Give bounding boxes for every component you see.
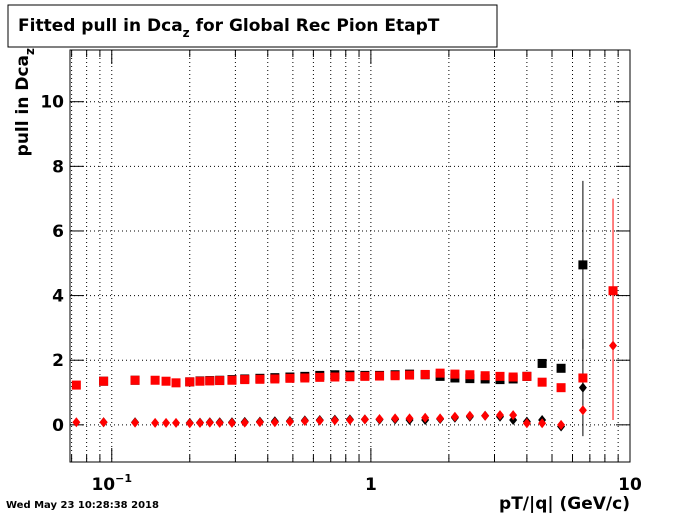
marker-square <box>195 376 205 386</box>
x-axis-label: pT/|q| (GeV/c) <box>499 494 630 514</box>
x-tick-base: 10 <box>91 475 115 495</box>
marker-diamond <box>162 417 171 428</box>
x-tick-exponent: −1 <box>115 472 132 485</box>
marker-diamond <box>375 414 384 425</box>
marker-square <box>205 376 215 386</box>
marker-square <box>375 371 385 381</box>
marker-square <box>578 373 588 383</box>
marker-square <box>578 260 588 270</box>
marker-diamond <box>405 413 414 424</box>
marker-diamond <box>255 417 264 428</box>
marker-square <box>465 370 475 380</box>
marker-diamond <box>151 417 160 428</box>
marker-diamond <box>131 417 140 428</box>
marker-square <box>495 371 505 381</box>
marker-square <box>71 380 81 390</box>
marker-square <box>508 372 518 382</box>
marker-diamond <box>185 418 194 429</box>
y-label-main: pull in Dca <box>13 55 33 156</box>
marker-diamond <box>481 410 490 421</box>
marker-diamond <box>330 415 339 426</box>
marker-diamond <box>421 412 430 423</box>
marker-diamond <box>391 413 400 424</box>
marker-diamond <box>345 414 354 425</box>
marker-diamond <box>99 417 108 428</box>
marker-diamond <box>450 411 459 422</box>
y-tick-label: 0 <box>52 416 64 436</box>
marker-diamond <box>215 417 224 428</box>
x-tick-label: 10−1 <box>91 472 132 495</box>
marker-square <box>300 373 310 383</box>
y-tick-label: 8 <box>52 157 64 177</box>
marker-square <box>161 376 171 386</box>
marker-square <box>556 383 566 393</box>
marker-diamond <box>578 382 587 393</box>
marker-diamond <box>300 415 309 426</box>
marker-square <box>537 358 547 368</box>
marker-square <box>185 377 195 387</box>
marker-square <box>360 371 370 381</box>
marker-diamond <box>315 415 324 426</box>
marker-square <box>390 371 400 381</box>
marker-square <box>330 372 340 382</box>
marker-diamond <box>172 417 181 428</box>
marker-square <box>130 375 140 385</box>
marker-square <box>405 370 415 380</box>
y-axis-label: pull in Dcaz <box>13 48 37 156</box>
title-sub: z <box>183 26 190 40</box>
y-tick-label: 4 <box>52 287 64 307</box>
marker-diamond <box>578 405 587 416</box>
marker-square <box>215 376 225 386</box>
x-tick-label: 1 <box>365 475 377 495</box>
marker-diamond <box>522 418 531 429</box>
timestamp: Wed May 23 10:28:38 2018 <box>6 500 159 511</box>
plot-frame <box>69 49 631 463</box>
title-rest: for Global Rec Pion EtapT <box>190 16 440 36</box>
marker-square <box>315 372 325 382</box>
marker-square <box>150 375 160 385</box>
marker-square <box>480 371 490 381</box>
marker-diamond <box>509 410 518 421</box>
marker-diamond <box>205 417 214 428</box>
marker-diamond <box>227 417 236 428</box>
y-tick-label: 10 <box>40 93 64 113</box>
marker-square <box>255 374 265 384</box>
marker-square <box>240 375 250 385</box>
marker-diamond <box>557 419 566 430</box>
title-main: Fitted pull in Dca <box>18 16 183 36</box>
marker-diamond <box>360 414 369 425</box>
title-box <box>7 4 498 48</box>
marker-square <box>345 372 355 382</box>
marker-square <box>285 373 295 383</box>
marker-square <box>99 376 109 386</box>
marker-diamond <box>285 416 294 427</box>
marker-diamond <box>240 417 249 428</box>
marker-diamond <box>270 417 279 428</box>
chart-title: Fitted pull in Dcaz for Global Rec Pion … <box>18 16 440 40</box>
marker-square <box>556 363 566 373</box>
marker-square <box>450 369 460 379</box>
marker-square <box>227 375 237 385</box>
marker-diamond <box>465 410 474 421</box>
marker-diamond <box>436 413 445 424</box>
marker-diamond <box>496 410 505 421</box>
marker-square <box>435 368 445 378</box>
y-tick-label: 6 <box>52 222 64 242</box>
x-tick-label: 10 <box>618 475 642 495</box>
marker-square <box>420 369 430 379</box>
marker-diamond <box>538 418 547 429</box>
marker-square <box>171 378 181 388</box>
marker-square <box>270 374 280 384</box>
y-tick-label: 2 <box>52 351 64 371</box>
marker-diamond <box>72 417 81 428</box>
y-label-sub: z <box>23 48 37 55</box>
marker-square <box>522 371 532 381</box>
marker-diamond <box>609 340 618 351</box>
marker-diamond <box>195 417 204 428</box>
marker-square <box>537 377 547 387</box>
